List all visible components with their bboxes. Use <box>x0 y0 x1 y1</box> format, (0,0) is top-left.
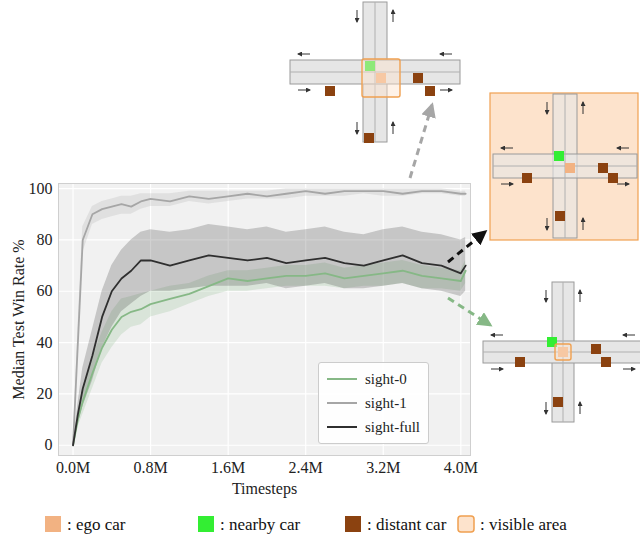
svg-text:0.0M: 0.0M <box>56 459 90 476</box>
svg-text:: distant car: : distant car <box>367 515 447 534</box>
html-text:sight-0: sight-0 <box>365 370 407 387</box>
svg-text:40: 40 <box>37 334 53 351</box>
svg-text:80: 80 <box>37 231 53 248</box>
svg-text:60: 60 <box>37 282 53 299</box>
svg-text:3.2M: 3.2M <box>366 459 400 476</box>
svg-text:: visible area: : visible area <box>480 515 567 534</box>
svg-text:Median Test Win Rate %: Median Test Win Rate % <box>10 239 27 399</box>
html-text:sight-full: sight-full <box>365 418 420 435</box>
svg-text:0: 0 <box>45 436 53 453</box>
svg-text:0.8M: 0.8M <box>133 459 167 476</box>
svg-text:2.4M: 2.4M <box>289 459 323 476</box>
html-text:sight-1: sight-1 <box>365 394 407 411</box>
svg-text:4.0M: 4.0M <box>444 459 478 476</box>
svg-text:100: 100 <box>29 180 53 197</box>
svg-text:1.6M: 1.6M <box>211 459 245 476</box>
svg-text:20: 20 <box>37 385 53 402</box>
svg-text:: ego car: : ego car <box>67 515 126 534</box>
svg-text:Timesteps: Timesteps <box>232 480 297 498</box>
svg-text:: nearby car: : nearby car <box>220 515 301 534</box>
